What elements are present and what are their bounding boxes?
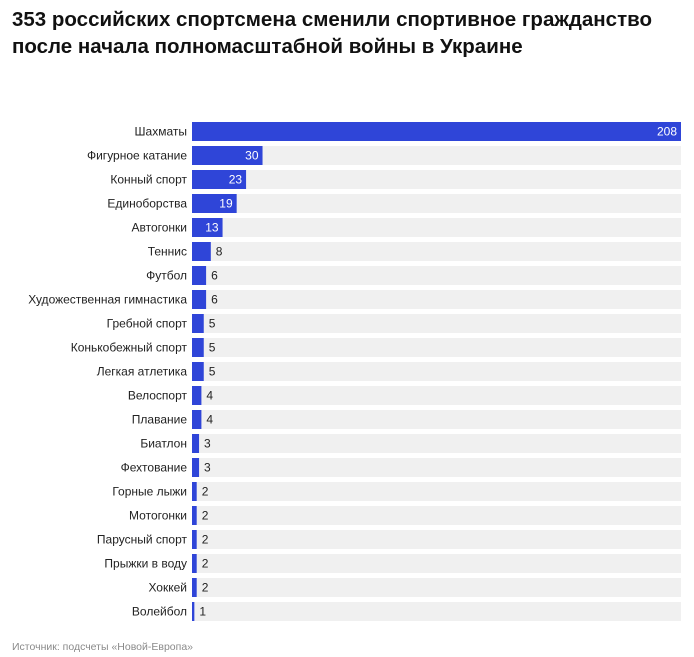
bar bbox=[192, 242, 211, 261]
value-label: 2 bbox=[202, 485, 209, 499]
value-label: 5 bbox=[209, 341, 216, 355]
bar bbox=[192, 410, 202, 429]
bar-track bbox=[192, 218, 681, 237]
bar bbox=[192, 386, 202, 405]
value-label: 3 bbox=[204, 437, 211, 451]
value-label: 8 bbox=[216, 245, 223, 259]
bar bbox=[192, 602, 195, 621]
category-label: Единоборства bbox=[107, 197, 187, 211]
value-label: 6 bbox=[211, 269, 218, 283]
bar bbox=[192, 146, 263, 165]
value-label: 2 bbox=[202, 557, 209, 571]
bar bbox=[192, 266, 207, 285]
category-label: Велоспорт bbox=[128, 389, 188, 403]
category-label: Хоккей bbox=[148, 581, 187, 595]
chart-title: 353 российских спортсмена сменили спорти… bbox=[12, 8, 652, 58]
value-label: 2 bbox=[202, 533, 209, 547]
bar bbox=[192, 434, 200, 453]
value-label: 3 bbox=[204, 461, 211, 475]
category-label: Теннис bbox=[148, 245, 187, 259]
bar-track bbox=[192, 146, 681, 165]
bar-track bbox=[192, 578, 681, 597]
category-label: Биатлон bbox=[140, 437, 187, 451]
bar-track bbox=[192, 242, 681, 261]
bar bbox=[192, 194, 237, 213]
value-label: 23 bbox=[229, 173, 243, 187]
value-label: 30 bbox=[245, 149, 259, 163]
category-label: Футбол bbox=[146, 269, 187, 283]
value-label: 13 bbox=[205, 221, 219, 235]
bar bbox=[192, 458, 200, 477]
bar bbox=[192, 290, 207, 309]
bar bbox=[192, 122, 681, 141]
category-label: Шахматы bbox=[135, 125, 187, 139]
bar-track bbox=[192, 290, 681, 309]
bar bbox=[192, 338, 204, 357]
bar bbox=[192, 218, 223, 237]
value-label: 19 bbox=[219, 197, 233, 211]
bar bbox=[192, 530, 197, 549]
bar-track bbox=[192, 482, 681, 501]
category-label: Гребной спорт bbox=[107, 317, 188, 331]
value-label: 1 bbox=[199, 605, 206, 619]
value-label: 4 bbox=[206, 389, 213, 403]
category-label: Конный спорт bbox=[110, 173, 187, 187]
bar-track bbox=[192, 506, 681, 525]
category-label: Конькобежный спорт bbox=[71, 341, 188, 355]
source-note: Источник: подсчеты «Новой-Европа» bbox=[12, 641, 193, 653]
bar-track bbox=[192, 338, 681, 357]
bar-track bbox=[192, 362, 681, 381]
bar bbox=[192, 170, 247, 189]
bar bbox=[192, 482, 197, 501]
category-label: Горные лыжи bbox=[112, 485, 187, 499]
category-label: Автогонки bbox=[131, 221, 187, 235]
value-label: 2 bbox=[202, 581, 209, 595]
value-label: 5 bbox=[209, 365, 216, 379]
category-label: Мотогонки bbox=[129, 509, 187, 523]
bar bbox=[192, 578, 197, 597]
bar bbox=[192, 314, 204, 333]
bar-track bbox=[192, 434, 681, 453]
bar bbox=[192, 362, 204, 381]
bar-track bbox=[192, 266, 681, 285]
category-label: Прыжки в воду bbox=[104, 557, 187, 571]
bar bbox=[192, 554, 197, 573]
bar-track bbox=[192, 410, 681, 429]
value-label: 208 bbox=[657, 125, 677, 139]
bar-track bbox=[192, 458, 681, 477]
category-label: Художественная гимнастика bbox=[28, 293, 187, 307]
bar-track bbox=[192, 314, 681, 333]
bar-track bbox=[192, 602, 681, 621]
bar-track bbox=[192, 554, 681, 573]
value-label: 4 bbox=[206, 413, 213, 427]
category-label: Легкая атлетика bbox=[97, 365, 188, 379]
bar-track bbox=[192, 170, 681, 189]
category-label: Плавание bbox=[132, 413, 188, 427]
bar-track bbox=[192, 530, 681, 549]
category-label: Фигурное катание bbox=[87, 149, 187, 163]
category-label: Фехтование bbox=[121, 461, 188, 475]
value-label: 6 bbox=[211, 293, 218, 307]
bar-track bbox=[192, 386, 681, 405]
value-label: 5 bbox=[209, 317, 216, 331]
value-label: 2 bbox=[202, 509, 209, 523]
category-label: Парусный спорт bbox=[97, 533, 188, 547]
bar bbox=[192, 506, 197, 525]
category-label: Волейбол bbox=[132, 605, 187, 619]
bar-track bbox=[192, 194, 681, 213]
